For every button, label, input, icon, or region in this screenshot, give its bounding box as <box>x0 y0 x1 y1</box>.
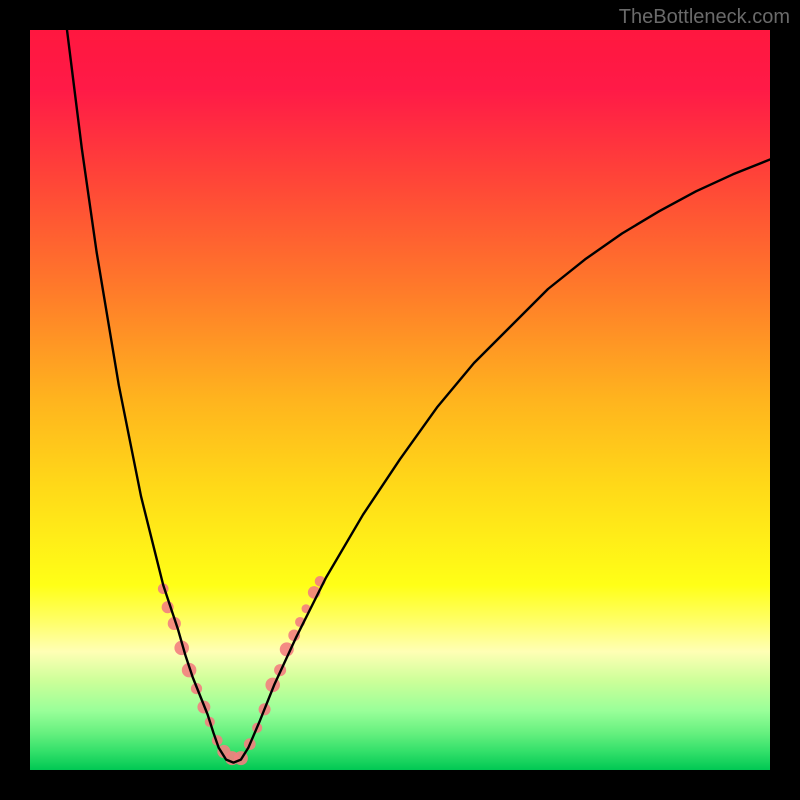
plot-area <box>30 30 770 770</box>
curve-layer <box>30 30 770 770</box>
watermark-text: TheBottleneck.com <box>619 6 790 29</box>
